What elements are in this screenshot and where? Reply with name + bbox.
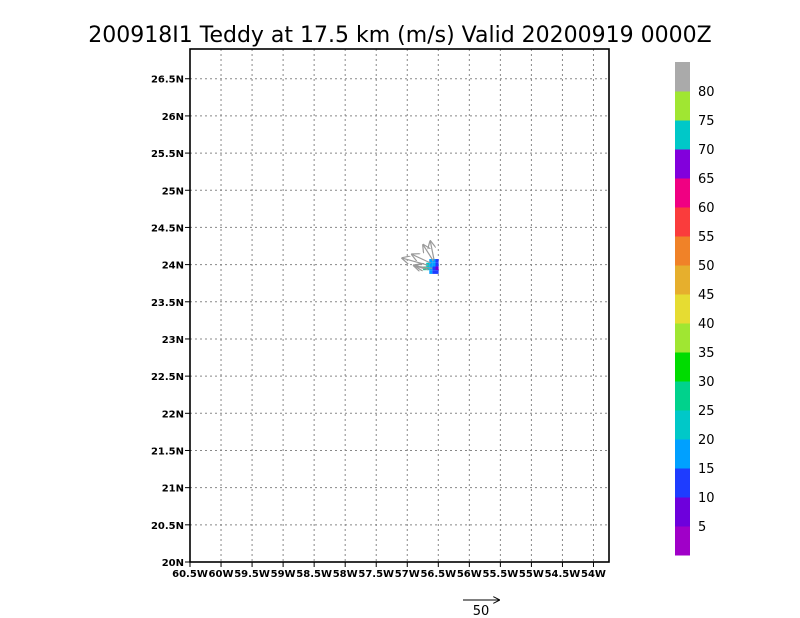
wind-vector bbox=[423, 245, 434, 262]
x-tick-label: 58.5W bbox=[296, 569, 332, 580]
y-tick-label: 23.5N bbox=[151, 298, 184, 309]
x-tick-label: 58W bbox=[333, 569, 358, 580]
colorbar-swatch bbox=[675, 323, 690, 353]
colorbar-label: 5 bbox=[698, 520, 706, 535]
colorbar-label: 50 bbox=[698, 259, 715, 274]
x-tick-label: 60.5W bbox=[172, 569, 208, 580]
heatmap-cell bbox=[435, 259, 439, 263]
y-tick-label: 24N bbox=[162, 261, 184, 272]
colorbar-label: 30 bbox=[698, 375, 715, 390]
heatmap-cell bbox=[435, 266, 439, 271]
y-tick-label: 22.5N bbox=[151, 372, 184, 383]
x-tick-label: 55W bbox=[519, 569, 544, 580]
y-tick-label: 26N bbox=[162, 112, 184, 123]
heatmap-cell bbox=[429, 259, 433, 263]
colorbar-swatch bbox=[675, 149, 690, 179]
heatmap-cell bbox=[435, 262, 439, 267]
x-tick-label: 59W bbox=[271, 569, 296, 580]
colorbar-label: 10 bbox=[698, 491, 715, 506]
y-tick-label: 20.5N bbox=[151, 521, 184, 532]
colorbar-swatch bbox=[675, 497, 690, 527]
colorbar-swatch bbox=[675, 236, 690, 266]
y-tick-label: 24.5N bbox=[151, 223, 184, 234]
y-tick-label: 21.5N bbox=[151, 446, 184, 457]
x-tick-label: 56W bbox=[457, 569, 482, 580]
y-tick-label: 25.5N bbox=[151, 149, 184, 160]
wind-vector bbox=[430, 241, 434, 260]
colorbar-label: 75 bbox=[698, 114, 715, 129]
heatmap-cell bbox=[435, 270, 439, 274]
colorbar-label: 60 bbox=[698, 201, 715, 216]
plot-area: 60.5W 60W 59.5W 59W 58.5W 58W 57.5W 57W 56.5W 56W… bbox=[151, 48, 610, 580]
colorbar-label: 40 bbox=[698, 317, 715, 332]
colorbar-label: 80 bbox=[698, 85, 715, 100]
colorbar-label: 65 bbox=[698, 172, 715, 187]
x-tick-label: 56.5W bbox=[420, 569, 456, 580]
y-tick-label: 22N bbox=[162, 409, 184, 420]
colorbar-swatch bbox=[675, 91, 690, 121]
reference-label: 50 bbox=[473, 604, 490, 618]
heatmap-cell bbox=[432, 266, 436, 271]
heatmap-cell bbox=[429, 262, 433, 267]
colorbar-label: 35 bbox=[698, 346, 715, 361]
y-tick-label: 20N bbox=[162, 558, 184, 569]
colorbar-swatch bbox=[675, 294, 690, 324]
colorbar-swatch bbox=[675, 62, 690, 92]
colorbar: 5 10 15 20 25 30 35 40 45 50 55 60 65 70 75 80 bbox=[675, 62, 715, 556]
x-tick-label: 59.5W bbox=[234, 569, 270, 580]
colorbar-label: 15 bbox=[698, 462, 715, 477]
x-tick-label: 60W bbox=[209, 569, 234, 580]
colorbar-label: 55 bbox=[698, 230, 715, 245]
colorbar-swatch bbox=[675, 265, 690, 295]
colorbar-swatch bbox=[675, 526, 690, 556]
colorbar-swatch bbox=[675, 120, 690, 150]
wind-vector bbox=[414, 265, 429, 269]
x-tick-label: 57.5W bbox=[358, 569, 394, 580]
colorbar-swatch bbox=[675, 468, 690, 498]
heatmap-cell bbox=[432, 270, 436, 274]
colorbar-swatch bbox=[675, 439, 690, 469]
colorbar-swatch bbox=[675, 410, 690, 440]
colorbar-swatch bbox=[675, 207, 690, 237]
reference-vector: 50 bbox=[463, 600, 499, 618]
colorbar-label: 70 bbox=[698, 143, 715, 158]
wind-vector bbox=[402, 258, 429, 266]
chart-title: 200918I1 Teddy at 17.5 km (m/s) Valid 20… bbox=[88, 23, 711, 48]
y-tick-label: 23N bbox=[162, 335, 184, 346]
heatmap-cell bbox=[432, 259, 436, 263]
x-tick-label: 54.5W bbox=[545, 569, 581, 580]
wind-vector bbox=[412, 254, 432, 264]
colorbar-label: 25 bbox=[698, 404, 715, 419]
x-tick-label: 54W bbox=[581, 569, 606, 580]
colorbar-swatch bbox=[675, 352, 690, 382]
colorbar-label: 20 bbox=[698, 433, 715, 448]
x-tick-label: 57W bbox=[395, 569, 420, 580]
heatmap-cell bbox=[432, 262, 436, 267]
colorbar-label: 45 bbox=[698, 288, 715, 303]
heatmap-cell bbox=[429, 270, 433, 274]
x-tick-label: 55.5W bbox=[483, 569, 519, 580]
y-tick-label: 21N bbox=[162, 484, 184, 495]
colorbar-swatch bbox=[675, 178, 690, 208]
colorbar-swatch bbox=[675, 381, 690, 411]
y-tick-label: 26.5N bbox=[151, 75, 184, 86]
plot-frame bbox=[189, 48, 610, 563]
y-tick-label: 25N bbox=[162, 186, 184, 197]
